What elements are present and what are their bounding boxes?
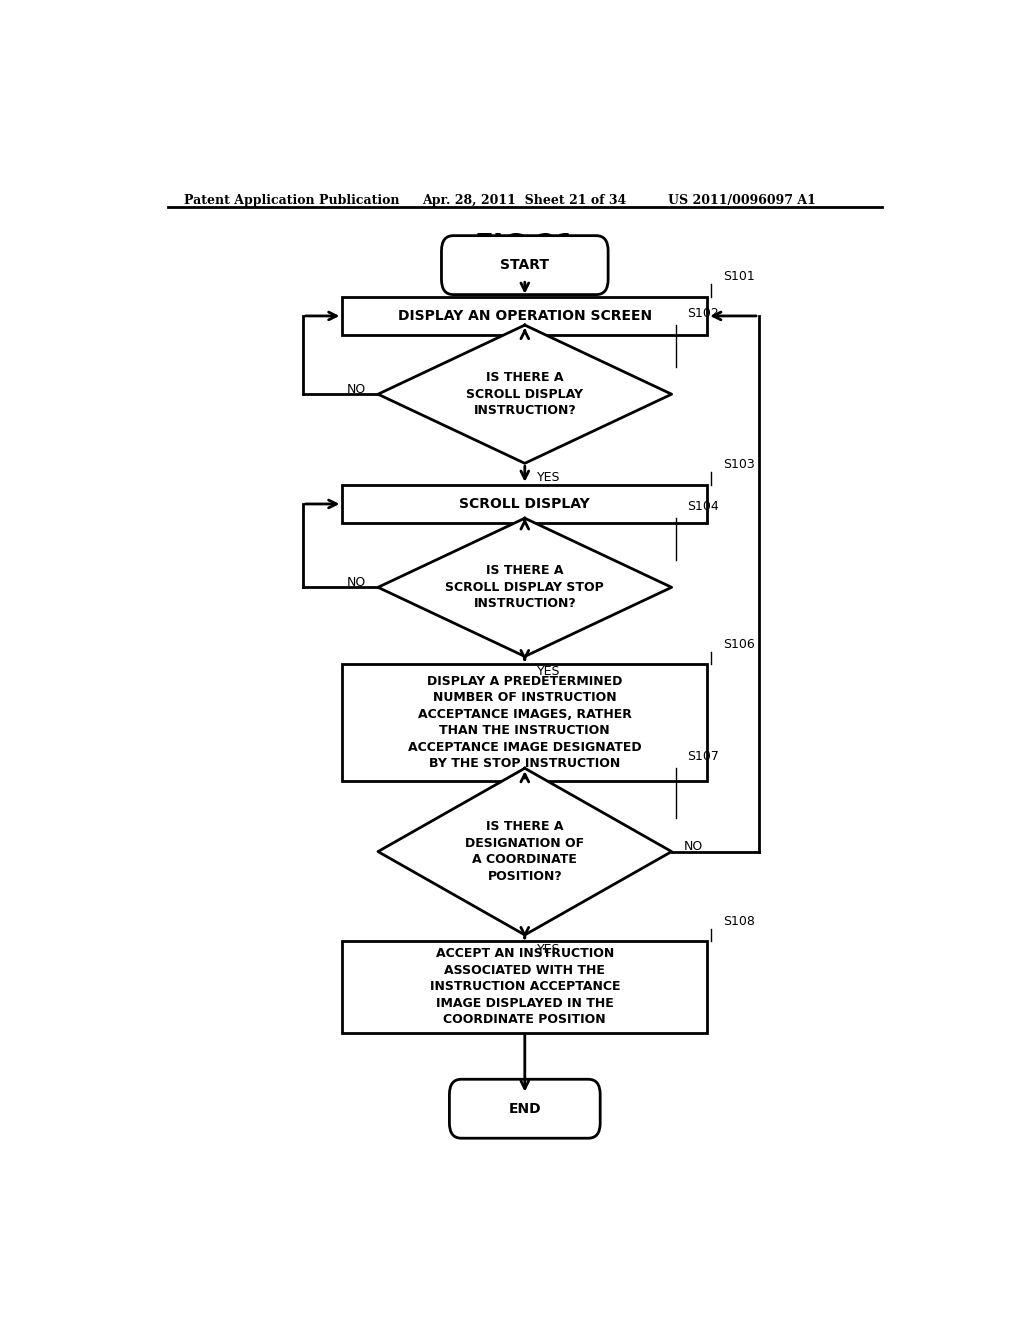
Bar bbox=[342, 297, 708, 335]
Text: S103: S103 bbox=[723, 458, 755, 471]
Text: IS THERE A
DESIGNATION OF
A COORDINATE
POSITION?: IS THERE A DESIGNATION OF A COORDINATE P… bbox=[465, 820, 585, 883]
Text: S107: S107 bbox=[687, 750, 720, 763]
Text: YES: YES bbox=[537, 471, 560, 484]
Text: NO: NO bbox=[347, 383, 367, 396]
Text: NO: NO bbox=[684, 840, 702, 853]
Text: S104: S104 bbox=[687, 500, 719, 513]
Text: Patent Application Publication: Patent Application Publication bbox=[183, 194, 399, 207]
Bar bbox=[342, 941, 708, 1032]
Bar bbox=[342, 484, 708, 523]
Text: FIG.21: FIG.21 bbox=[474, 231, 575, 260]
Bar bbox=[342, 664, 708, 781]
Polygon shape bbox=[378, 768, 672, 935]
Text: IS THERE A
SCROLL DISPLAY
INSTRUCTION?: IS THERE A SCROLL DISPLAY INSTRUCTION? bbox=[466, 371, 584, 417]
Text: END: END bbox=[509, 1102, 541, 1115]
Polygon shape bbox=[378, 325, 672, 463]
Text: YES: YES bbox=[537, 664, 560, 677]
Text: IS THERE A
SCROLL DISPLAY STOP
INSTRUCTION?: IS THERE A SCROLL DISPLAY STOP INSTRUCTI… bbox=[445, 565, 604, 610]
Text: US 2011/0096097 A1: US 2011/0096097 A1 bbox=[668, 194, 815, 207]
Text: NO: NO bbox=[347, 576, 367, 589]
Text: ACCEPT AN INSTRUCTION
ASSOCIATED WITH THE
INSTRUCTION ACCEPTANCE
IMAGE DISPLAYED: ACCEPT AN INSTRUCTION ASSOCIATED WITH TH… bbox=[429, 948, 621, 1026]
Text: S108: S108 bbox=[723, 915, 755, 928]
Text: YES: YES bbox=[537, 942, 560, 956]
Text: S102: S102 bbox=[687, 308, 719, 319]
Text: START: START bbox=[501, 259, 549, 272]
Text: S101: S101 bbox=[723, 271, 755, 284]
Text: S106: S106 bbox=[723, 638, 755, 651]
FancyBboxPatch shape bbox=[450, 1080, 600, 1138]
Text: DISPLAY AN OPERATION SCREEN: DISPLAY AN OPERATION SCREEN bbox=[397, 309, 652, 323]
Text: DISPLAY A PREDETERMINED
NUMBER OF INSTRUCTION
ACCEPTANCE IMAGES, RATHER
THAN THE: DISPLAY A PREDETERMINED NUMBER OF INSTRU… bbox=[408, 675, 642, 771]
Text: SCROLL DISPLAY: SCROLL DISPLAY bbox=[460, 496, 590, 511]
FancyBboxPatch shape bbox=[441, 236, 608, 294]
Polygon shape bbox=[378, 519, 672, 656]
Text: Apr. 28, 2011  Sheet 21 of 34: Apr. 28, 2011 Sheet 21 of 34 bbox=[422, 194, 626, 207]
